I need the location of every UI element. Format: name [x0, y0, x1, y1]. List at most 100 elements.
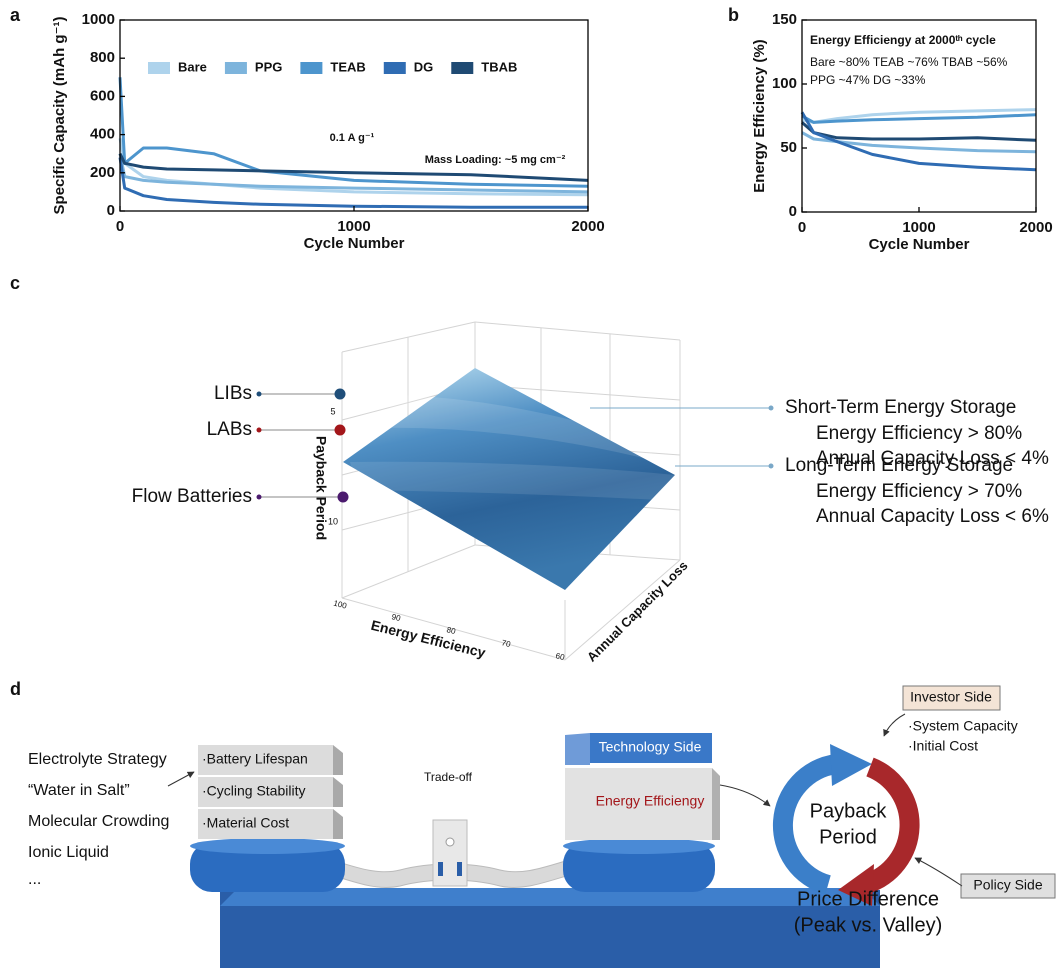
panel-label: a — [10, 5, 21, 25]
callout-line-text: Energy Efficiency > 70% — [816, 481, 1022, 502]
legend-swatch — [300, 62, 323, 74]
series-line — [800, 111, 1037, 172]
x-axis-label: Cycle Number — [869, 236, 970, 253]
clip — [457, 862, 462, 876]
x-tick-label: 70 — [501, 638, 512, 649]
battery-label: LIBs — [214, 383, 252, 404]
x-tick-label: 0 — [798, 219, 806, 236]
series-line — [118, 153, 589, 182]
tech-block-side — [565, 733, 590, 765]
block-label: ·Battery Lifespan — [202, 751, 308, 767]
surface — [343, 368, 675, 590]
annotation: 0.1 A g⁻¹ — [330, 132, 375, 144]
pan-top — [190, 838, 345, 854]
block-label: Energy Efficiengy — [596, 793, 705, 809]
y-tick-label: 100 — [772, 75, 797, 92]
series-line — [801, 113, 1037, 124]
strategy: ... — [28, 871, 41, 888]
block — [198, 745, 333, 775]
battery-marker — [337, 491, 349, 503]
y-tick-label: 50 — [780, 139, 797, 156]
callout-line-text: Annual Capacity Loss < 4% — [816, 448, 1049, 469]
y-tick-label: 150 — [772, 11, 797, 28]
callout-line-text: Annual Capacity Loss < 6% — [816, 506, 1049, 527]
block-label: ·Cycling Stability — [202, 783, 305, 799]
block — [198, 809, 333, 839]
arrow — [883, 713, 906, 737]
legend-swatch — [383, 62, 406, 74]
y-tick-label: 400 — [90, 126, 115, 143]
surface-band — [350, 461, 675, 500]
arrow — [719, 784, 771, 807]
x-tick-label: 100 — [333, 599, 349, 611]
pan-top — [563, 838, 715, 854]
y-tick-label: 800 — [90, 49, 115, 66]
clip — [438, 862, 443, 876]
block-side — [333, 745, 343, 775]
legend-label: DG — [414, 59, 434, 74]
block — [198, 777, 333, 807]
balance-base-top — [220, 888, 880, 906]
policy-title: Policy Side — [973, 877, 1042, 893]
arrow — [167, 771, 195, 787]
y-tick-label: 200 — [90, 164, 115, 181]
strategy: Molecular Crowding — [28, 813, 169, 830]
block-label: ·Material Cost — [202, 815, 289, 831]
pan — [190, 842, 345, 892]
tech-block — [590, 733, 712, 763]
legend-label: TEAB — [330, 59, 365, 74]
cycle-arc-blue — [772, 754, 838, 895]
z-tick-label: 10 — [328, 516, 338, 526]
series-line — [118, 77, 589, 188]
surface-band — [372, 395, 660, 462]
cycle-head-red — [838, 864, 874, 906]
battery-label: LABs — [207, 419, 252, 440]
callout-title: Long-Term Energy Storage — [785, 455, 1013, 476]
strategy: Ionic Liquid — [28, 844, 109, 861]
block-label: Technology Side — [599, 739, 702, 755]
outcome: Price Difference — [797, 888, 939, 910]
x-tick-label: 1000 — [337, 218, 370, 235]
efficiency-block-side — [712, 768, 720, 840]
series-line — [801, 131, 1037, 154]
x-tick-label: 2000 — [1019, 219, 1052, 236]
cycle-arc-red — [862, 757, 920, 894]
y-axis-label: Annual Capacity Loss — [584, 558, 691, 665]
callout-title: Short-Term Energy Storage — [785, 397, 1016, 418]
wireframe — [341, 597, 566, 661]
annotation: Bare ~80% TEAB ~76% TBAB ~56% — [810, 55, 1008, 69]
callout-dot — [768, 405, 774, 411]
y-axis-label: Energy Efficiency (%) — [751, 39, 768, 192]
callout-dot — [768, 463, 774, 469]
x-tick-label: 90 — [391, 612, 402, 623]
investor-title: Investor Side — [910, 689, 992, 705]
z-axis-label: Payback Period — [313, 436, 329, 540]
leader-dot — [256, 391, 262, 397]
annotation: PPG ~47% DG ~33% — [810, 73, 926, 87]
x-axis-label: Energy Efficiency — [369, 617, 487, 661]
pan — [563, 842, 715, 892]
cycle-label: Payback — [810, 800, 888, 822]
leader-dot — [256, 494, 262, 500]
z-tick-label: 5 — [330, 406, 335, 416]
y-tick-label: 0 — [107, 202, 115, 219]
block-side — [333, 777, 343, 807]
efficiency-block — [565, 768, 712, 840]
legend-label: TBAB — [481, 59, 517, 74]
y-tick-label: 600 — [90, 87, 115, 104]
cycle-label: Period — [819, 826, 877, 848]
panel-label: b — [728, 5, 739, 25]
battery-marker — [334, 388, 346, 400]
block-side — [333, 809, 343, 839]
panel-label: c — [10, 273, 20, 293]
y-tick-label: 0 — [789, 203, 797, 220]
annotation: Mass Loading: ~5 mg cm⁻² — [425, 154, 566, 166]
legend-label: PPG — [255, 59, 282, 74]
center-label: Trade-off — [424, 770, 473, 784]
post-hole — [445, 837, 455, 847]
x-tick-label: 0 — [116, 218, 124, 235]
battery-label: Flow Batteries — [132, 486, 252, 507]
legend-label: Bare — [178, 59, 207, 74]
wireframe — [474, 321, 681, 341]
